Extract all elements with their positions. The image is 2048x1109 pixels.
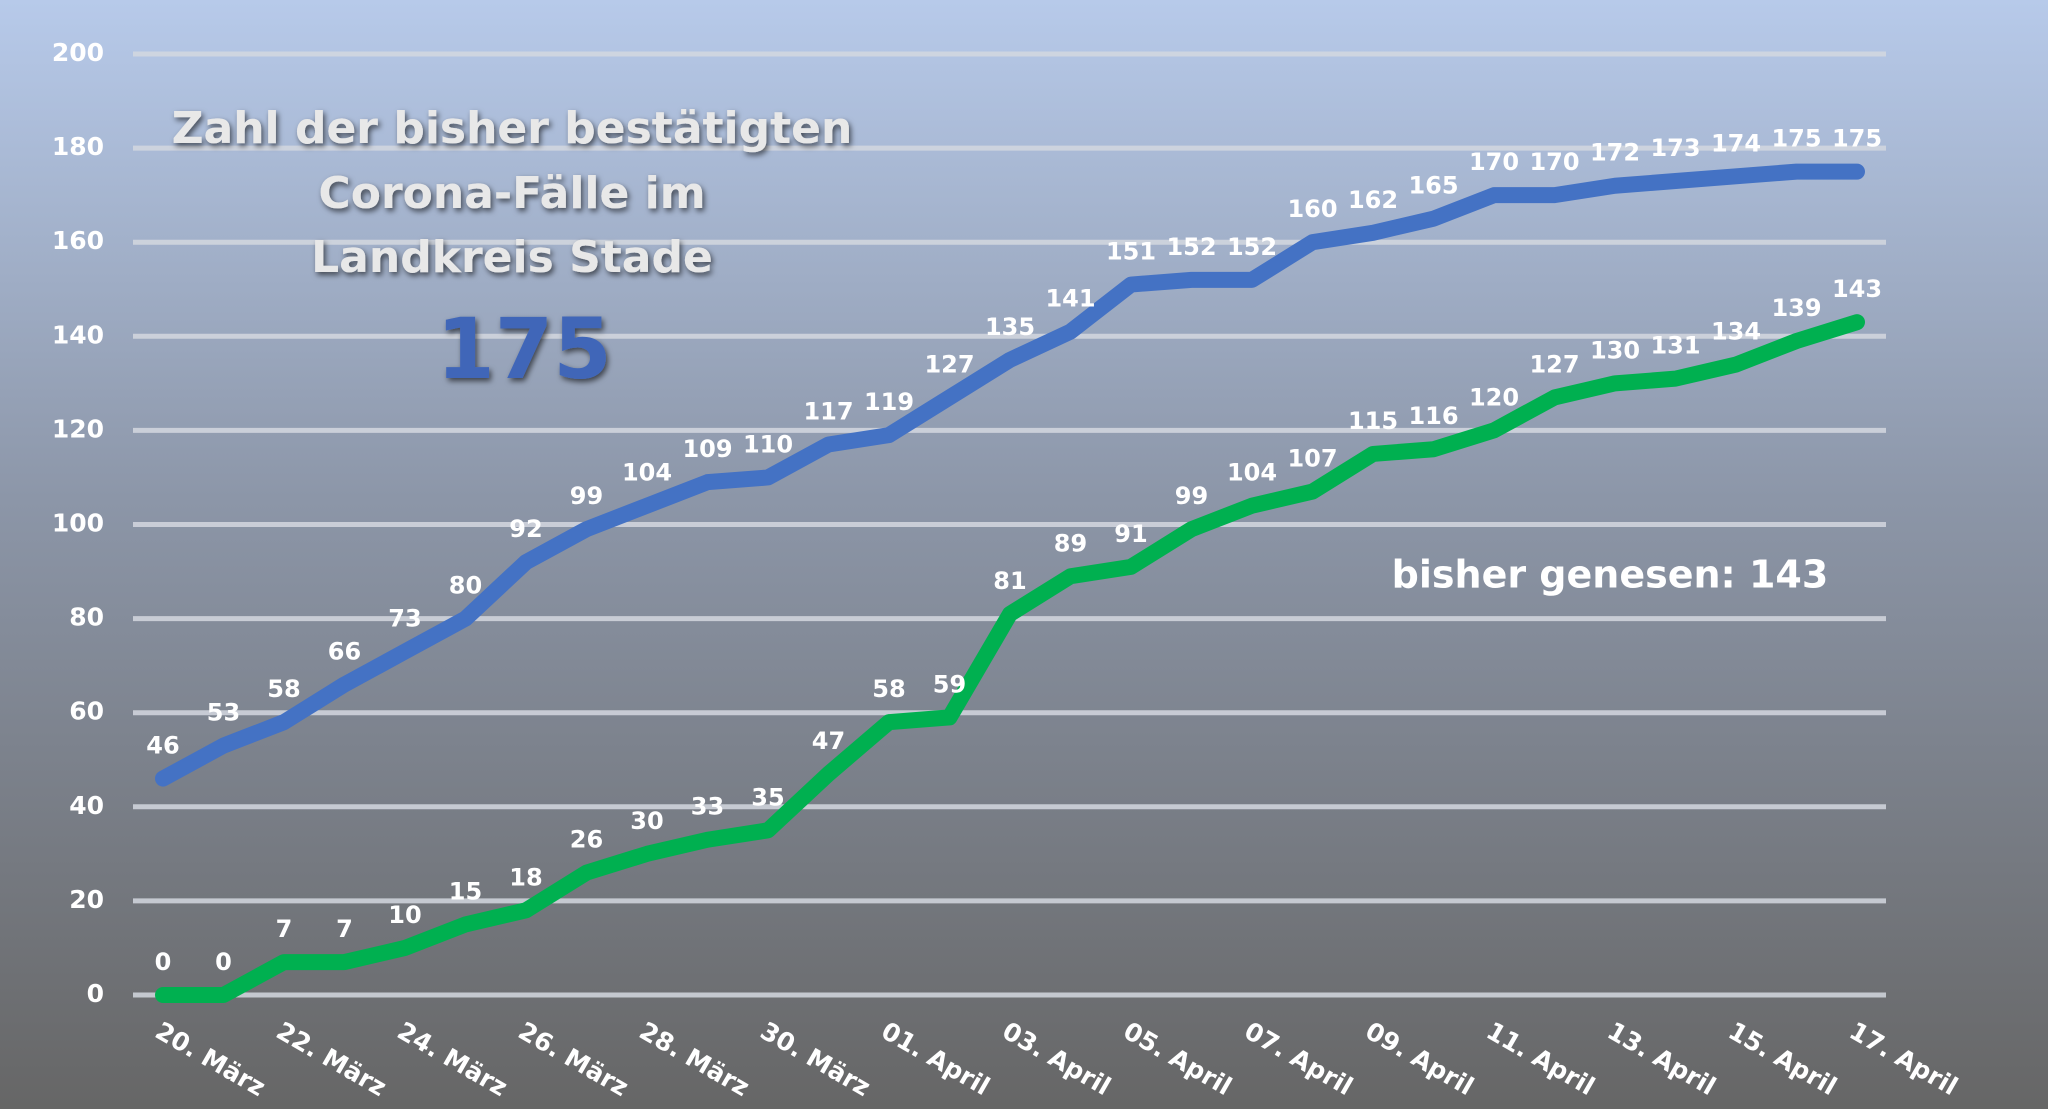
data-label: 152 (1166, 233, 1216, 261)
data-label: 174 (1711, 129, 1761, 157)
data-label: 107 (1287, 445, 1337, 473)
data-label: 99 (1175, 482, 1208, 510)
data-label: 131 (1650, 332, 1700, 360)
data-label: 0 (155, 948, 172, 976)
data-label: 0 (215, 948, 232, 976)
total-annotation: 175 (436, 300, 611, 398)
data-label: 58 (872, 675, 905, 703)
series-line (155, 163, 1865, 787)
data-label: 18 (509, 863, 542, 891)
data-label: 109 (682, 435, 732, 463)
y-tick-label: 60 (69, 697, 104, 726)
data-label: 175 (1832, 125, 1882, 153)
y-tick-label: 200 (52, 38, 104, 67)
y-tick-label: 100 (52, 509, 104, 538)
data-label: 162 (1348, 186, 1398, 214)
data-label: 91 (1114, 520, 1147, 548)
data-label: 160 (1287, 195, 1337, 223)
y-tick-label: 160 (52, 226, 104, 255)
data-label: 141 (1045, 285, 1095, 313)
data-label: 26 (570, 826, 603, 854)
data-label: 73 (388, 605, 421, 633)
y-tick-label: 20 (69, 885, 104, 914)
data-label: 35 (751, 783, 784, 811)
data-label: 127 (924, 350, 974, 378)
data-label: 10 (388, 901, 421, 929)
data-label: 80 (449, 572, 482, 600)
chart-title: Corona-Fälle im (318, 168, 705, 219)
data-label: 104 (622, 459, 672, 487)
data-label: 170 (1469, 148, 1519, 176)
chart-title: Zahl der bisher bestätigten (172, 103, 853, 154)
data-label: 143 (1832, 275, 1882, 303)
data-label: 173 (1650, 134, 1700, 162)
y-tick-label: 140 (52, 320, 104, 349)
chart-title: Landkreis Stade (311, 232, 713, 283)
data-label: 134 (1711, 318, 1761, 346)
data-label: 165 (1408, 172, 1458, 200)
data-label: 7 (336, 915, 353, 943)
data-label: 119 (864, 388, 914, 416)
data-label: 116 (1408, 402, 1458, 430)
data-label: 104 (1227, 459, 1277, 487)
data-label: 7 (276, 915, 293, 943)
data-label: 99 (570, 482, 603, 510)
data-label: 117 (803, 398, 853, 426)
data-label: 58 (267, 675, 300, 703)
recovered-annotation: bisher genesen: 143 (1392, 553, 1829, 597)
grid (133, 51, 1886, 998)
plot (155, 163, 1865, 1003)
y-tick-label: 40 (69, 791, 104, 820)
data-label: 120 (1469, 383, 1519, 411)
y-tick-label: 0 (87, 979, 104, 1008)
data-label: 170 (1529, 148, 1579, 176)
data-label: 139 (1771, 294, 1821, 322)
data-label: 59 (933, 670, 966, 698)
data-label: 66 (328, 637, 361, 665)
data-label: 172 (1590, 139, 1640, 167)
data-label: 15 (449, 877, 482, 905)
data-label: 110 (743, 430, 793, 458)
data-label: 127 (1529, 350, 1579, 378)
data-label: 151 (1106, 238, 1156, 266)
data-label: 89 (1054, 529, 1087, 557)
data-label: 81 (993, 567, 1026, 595)
data-label: 92 (509, 515, 542, 543)
data-label: 30 (630, 807, 663, 835)
y-tick-label: 80 (69, 603, 104, 632)
data-label: 135 (985, 313, 1035, 341)
series-line (155, 314, 1865, 1003)
data-label: 130 (1590, 336, 1640, 364)
data-label: 53 (207, 699, 240, 727)
data-label: 47 (812, 727, 845, 755)
y-tick-label: 180 (52, 132, 104, 161)
data-label: 33 (691, 793, 724, 821)
data-label: 115 (1348, 407, 1398, 435)
data-label: 175 (1771, 125, 1821, 153)
data-label: 46 (146, 732, 179, 760)
data-label: 152 (1227, 233, 1277, 261)
y-tick-label: 120 (52, 414, 104, 443)
